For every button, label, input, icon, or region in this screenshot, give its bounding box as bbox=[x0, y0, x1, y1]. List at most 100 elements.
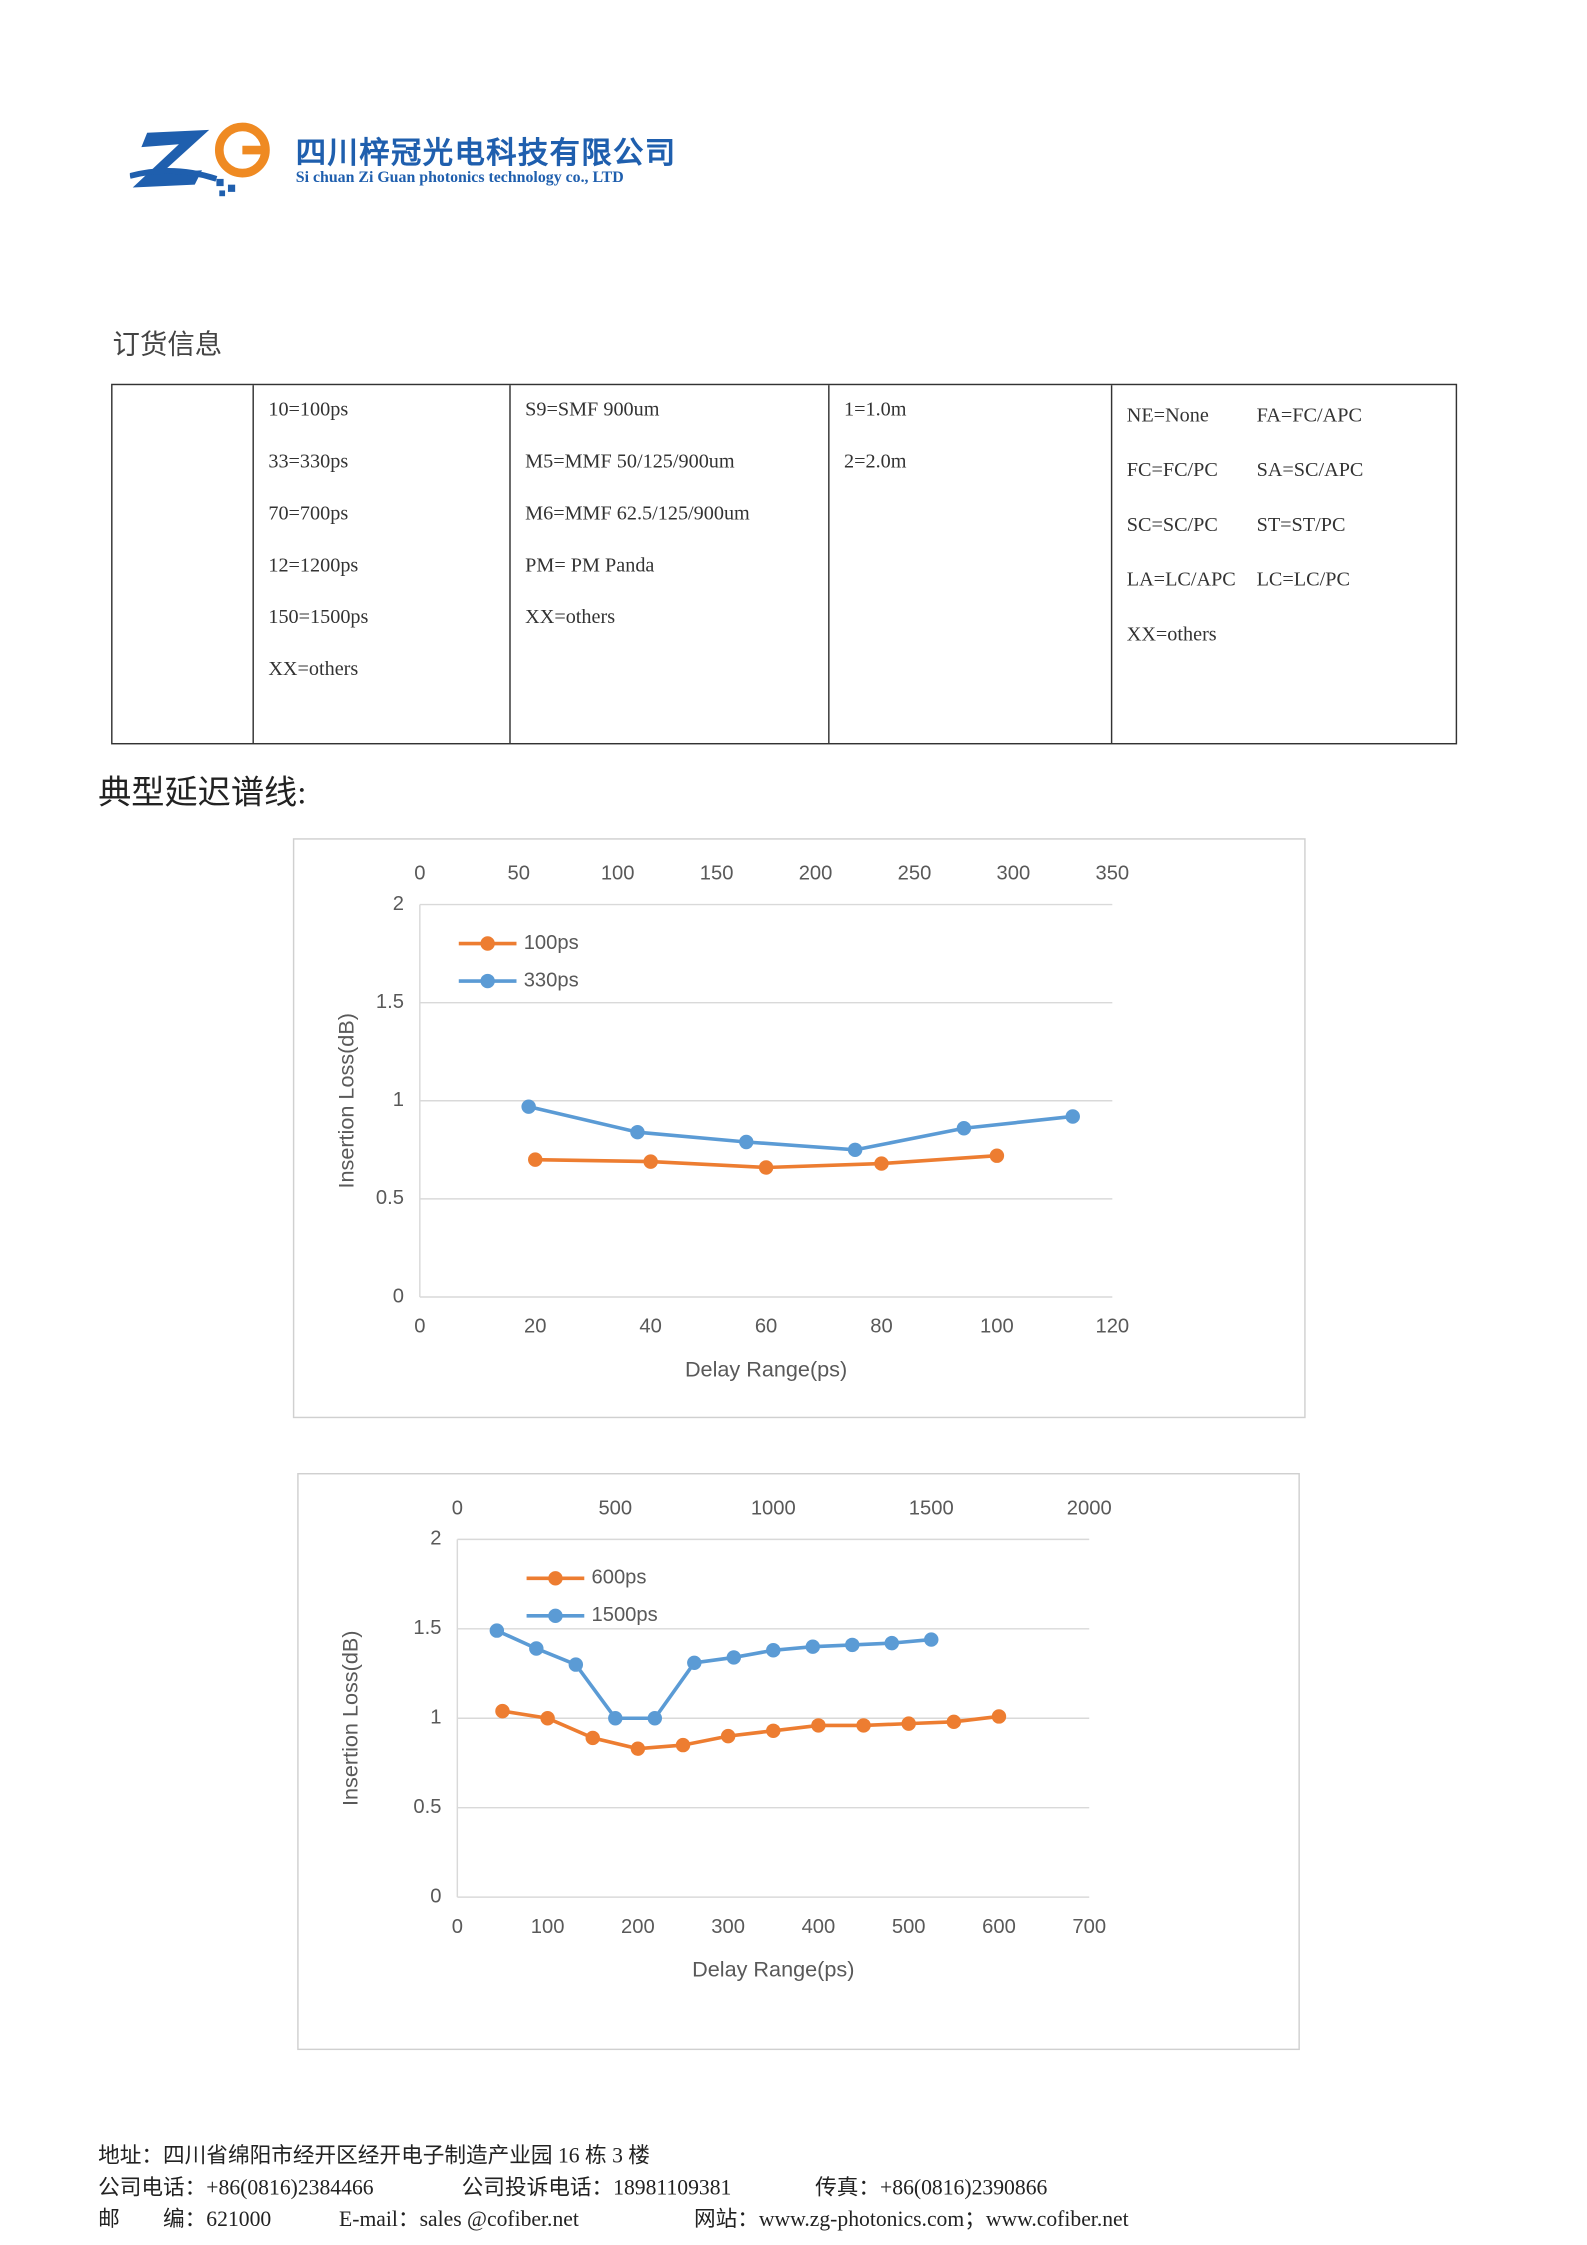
data-point bbox=[924, 1632, 939, 1647]
table-cell: XX=others bbox=[268, 659, 359, 681]
table-cell: LA=LC/APC bbox=[1126, 569, 1236, 592]
x2-tick-label: 0 bbox=[452, 1497, 463, 1519]
data-point bbox=[901, 1716, 916, 1731]
company-name-cn: 四川梓冠光电科技有限公司 bbox=[295, 135, 677, 171]
data-point bbox=[495, 1703, 510, 1719]
data-point bbox=[766, 1643, 781, 1658]
footer-website: 网站：www.zg-photonics.com；www.cofiber.net bbox=[693, 2208, 1129, 2232]
table-cell: 10=100ps bbox=[268, 399, 349, 422]
x-tick-label: 80 bbox=[870, 1316, 892, 1338]
y-axis-label: Insertion Loss(dB) bbox=[338, 1631, 363, 1806]
legend-label: 1500ps bbox=[592, 1604, 658, 1626]
x2-tick-label: 200 bbox=[799, 863, 833, 885]
y-tick-label: 1.5 bbox=[413, 1617, 441, 1639]
column-divider bbox=[509, 385, 511, 743]
x-tick-label: 700 bbox=[1072, 1916, 1106, 1938]
data-point bbox=[805, 1639, 820, 1654]
legend-swatch bbox=[548, 1571, 563, 1586]
y-tick-label: 1 bbox=[430, 1707, 441, 1729]
data-point bbox=[643, 1154, 658, 1169]
data-point bbox=[687, 1655, 702, 1671]
legend-swatch bbox=[480, 936, 495, 951]
data-point bbox=[726, 1650, 742, 1665]
data-point bbox=[884, 1635, 899, 1651]
data-point bbox=[630, 1124, 645, 1140]
series-line bbox=[502, 1709, 1000, 1751]
y-tick-label: 0 bbox=[393, 1285, 404, 1307]
data-point bbox=[758, 1160, 774, 1175]
y-tick-label: 1.5 bbox=[376, 991, 404, 1013]
x2-tick-label: 1000 bbox=[751, 1497, 796, 1519]
table-cell: LC=LC/PC bbox=[1256, 569, 1350, 592]
table-cell: M6=MMF 62.5/125/900um bbox=[525, 503, 750, 526]
data-point bbox=[811, 1718, 826, 1733]
footer-phone: 公司电话：+86(0816)2384466 bbox=[98, 2177, 374, 2201]
x-tick-label: 0 bbox=[414, 1316, 425, 1338]
data-point bbox=[1065, 1109, 1080, 1124]
x2-tick-label: 250 bbox=[898, 863, 932, 885]
data-point bbox=[874, 1156, 889, 1171]
company-name-en: Si chuan Zi Guan photonics technology co… bbox=[295, 168, 624, 187]
data-point bbox=[529, 1641, 544, 1656]
x2-tick-label: 50 bbox=[508, 863, 530, 885]
data-point bbox=[608, 1711, 623, 1726]
x2-tick-label: 350 bbox=[1095, 863, 1129, 885]
data-point bbox=[739, 1134, 754, 1150]
x2-tick-label: 2000 bbox=[1067, 1497, 1112, 1519]
section-title: 典型延迟谱线: bbox=[98, 774, 307, 811]
data-point bbox=[568, 1657, 584, 1672]
table-cell: 33=330ps bbox=[268, 451, 349, 474]
footer-email: E-mail：sales @cofiber.net bbox=[339, 2208, 579, 2232]
column-divider bbox=[252, 385, 254, 743]
data-point bbox=[766, 1723, 781, 1738]
x-tick-label: 120 bbox=[1095, 1316, 1129, 1338]
data-point bbox=[528, 1152, 543, 1167]
x-tick-label: 300 bbox=[711, 1916, 745, 1938]
x-tick-label: 100 bbox=[980, 1316, 1014, 1338]
y-tick-label: 2 bbox=[430, 1528, 441, 1550]
table-cell: SA=SC/APC bbox=[1256, 460, 1364, 482]
order-table: 10=100ps 33=330ps 70=700ps 12=1200ps 150=150… bbox=[111, 383, 1458, 745]
x2-tick-label: 1500 bbox=[909, 1497, 954, 1519]
footer-fax: 传真：+86(0816)2390866 bbox=[815, 2177, 1048, 2201]
logo bbox=[129, 122, 270, 197]
x-tick-label: 500 bbox=[892, 1916, 926, 1938]
data-point bbox=[845, 1637, 860, 1653]
y-tick-label: 0.5 bbox=[376, 1187, 404, 1209]
x2-tick-label: 0 bbox=[414, 863, 425, 885]
data-point bbox=[856, 1718, 871, 1733]
x-axis-label: Delay Range(ps) bbox=[685, 1356, 847, 1381]
data-point bbox=[956, 1121, 972, 1136]
legend-label: 330ps bbox=[524, 969, 579, 991]
data-point bbox=[675, 1737, 691, 1753]
ordering-title: 订货信息 bbox=[112, 330, 223, 361]
table-cell: 70=700ps bbox=[268, 503, 349, 526]
table-cell: ST=ST/PC bbox=[1256, 515, 1346, 537]
data-point bbox=[991, 1709, 1007, 1724]
chart-frame bbox=[297, 1472, 1300, 2051]
data-point bbox=[489, 1623, 505, 1638]
data-point bbox=[540, 1711, 555, 1726]
table-cell: NE=None bbox=[1126, 405, 1209, 428]
data-point bbox=[989, 1148, 1005, 1163]
x2-tick-label: 150 bbox=[700, 863, 734, 885]
table-cell: FC=FC/PC bbox=[1126, 460, 1218, 482]
x-tick-label: 400 bbox=[802, 1916, 836, 1938]
y-tick-label: 1 bbox=[393, 1089, 404, 1111]
data-point bbox=[946, 1714, 962, 1730]
x2-tick-label: 100 bbox=[601, 863, 635, 885]
table-cell: XX=others bbox=[1126, 624, 1217, 647]
table-cell: SC=SC/PC bbox=[1126, 515, 1218, 537]
legend-swatch bbox=[548, 1608, 563, 1624]
x-tick-label: 600 bbox=[982, 1916, 1016, 1938]
y-tick-label: 2 bbox=[393, 893, 404, 915]
table-cell: XX=others bbox=[525, 607, 616, 630]
table-cell: S9=SMF 900um bbox=[525, 399, 660, 422]
table-cell: PM= PM Panda bbox=[525, 555, 655, 578]
footer-postcode: 邮 编：621000 bbox=[98, 2208, 272, 2232]
x-tick-label: 20 bbox=[524, 1316, 546, 1338]
column-divider bbox=[1110, 385, 1113, 743]
legend-swatch bbox=[480, 973, 495, 989]
